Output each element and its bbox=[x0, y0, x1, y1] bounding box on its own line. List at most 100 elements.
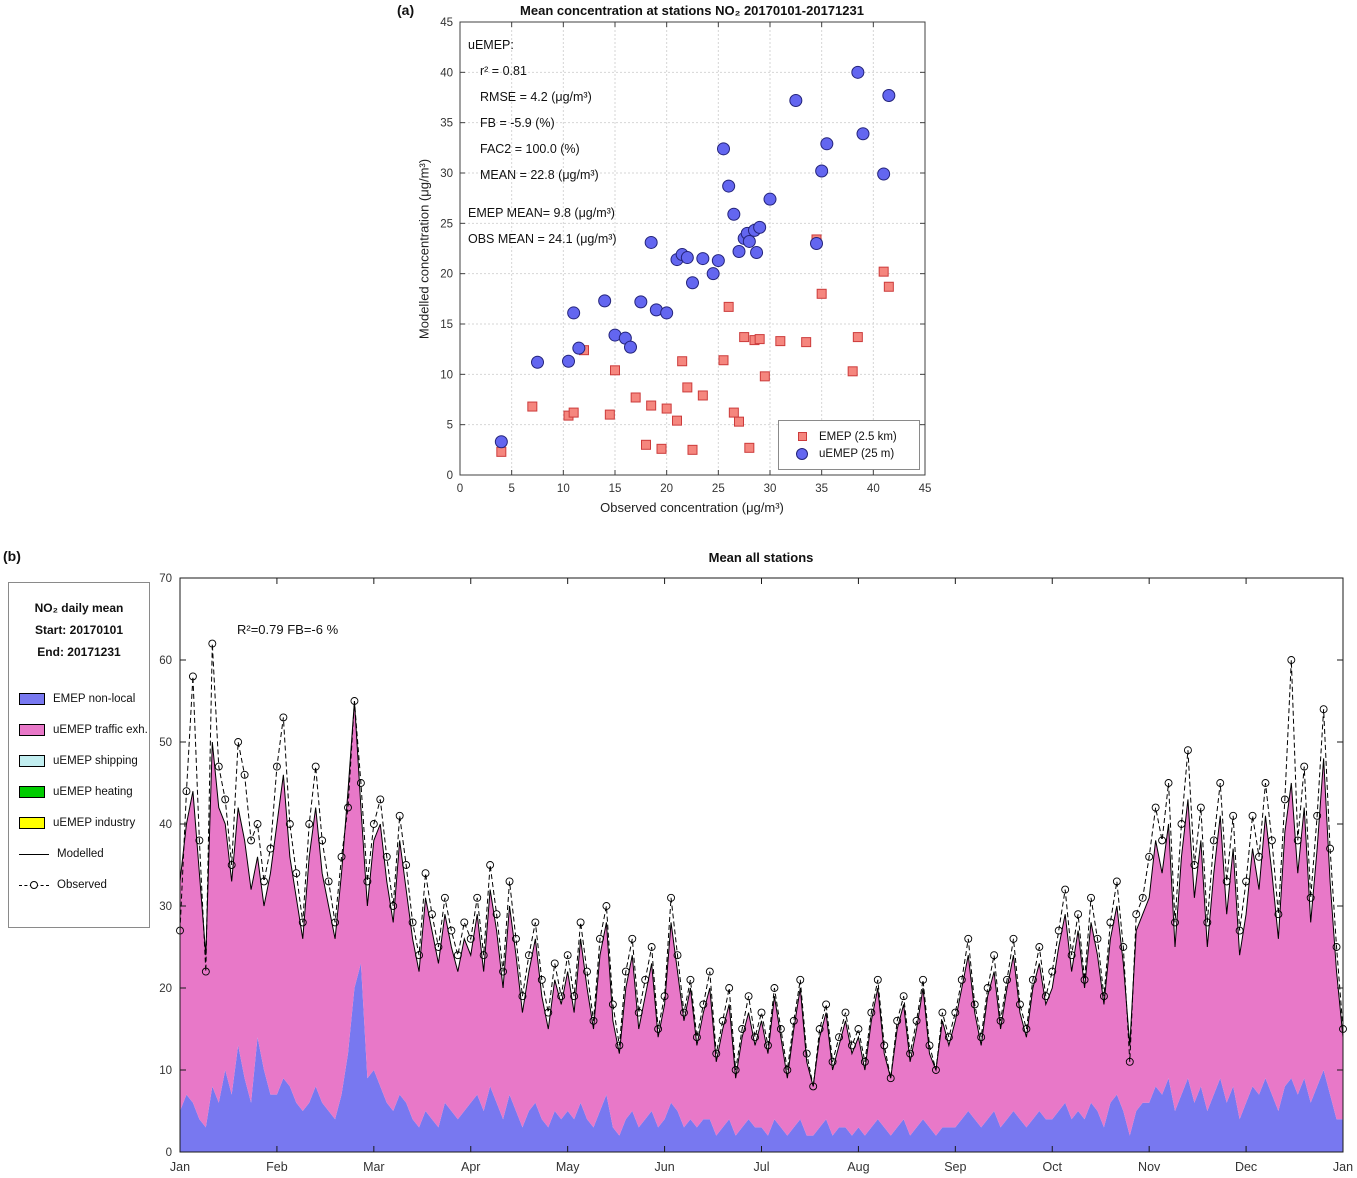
observed-point bbox=[1222, 877, 1231, 886]
observed-point bbox=[692, 1033, 701, 1042]
observed-point bbox=[531, 918, 540, 927]
observed-point bbox=[1274, 910, 1283, 919]
observed-point bbox=[492, 910, 501, 919]
observed-point bbox=[964, 934, 973, 943]
stats-line-r2: r² = 0.81 bbox=[480, 64, 527, 78]
timeseries-x-tick-label: Jan bbox=[1333, 1160, 1353, 1174]
scatter-point-emep bbox=[677, 356, 688, 367]
observed-point bbox=[977, 1033, 986, 1042]
observed-point bbox=[440, 893, 449, 902]
observed-point bbox=[789, 1016, 798, 1025]
observed-point bbox=[1061, 885, 1070, 894]
scatter-point-uemep bbox=[686, 276, 699, 290]
timeseries-x-tick-label: Sep bbox=[944, 1160, 966, 1174]
legend-box-start-date: Start: 20170101 bbox=[34, 623, 124, 637]
scatter-point-uemep bbox=[763, 192, 777, 206]
observed-point bbox=[486, 861, 495, 869]
observed-point bbox=[764, 1041, 772, 1050]
scatter-point-emep bbox=[744, 442, 755, 453]
observed-point bbox=[1190, 861, 1199, 869]
observed-point bbox=[848, 1041, 856, 1050]
observed-circle-marker bbox=[30, 880, 38, 889]
emep-square-marker bbox=[797, 432, 807, 441]
scatter-point-uemep bbox=[680, 251, 694, 265]
observed-point bbox=[1164, 779, 1173, 787]
stats-line-mean: MEAN = 22.8 (μg/m³) bbox=[480, 168, 599, 182]
scatter-point-uemep bbox=[722, 179, 736, 193]
scatter-ticks: 0 5 10 15 20 25 30 35 40 45 0 5 10 15 20 25 30 35 40 45 bbox=[440, 17, 931, 495]
scatter-point-uemep bbox=[717, 142, 730, 156]
observed-point bbox=[589, 1016, 598, 1025]
scatter-point-emep bbox=[682, 382, 693, 393]
observed-point bbox=[557, 992, 566, 1001]
timeseries-ticks: 0 10 20 30 40 50 60 70 Jan Feb Mar Apr May Jun Jul Aug S… bbox=[159, 573, 1353, 1174]
observed-point bbox=[725, 984, 734, 992]
observed-point bbox=[1196, 803, 1205, 812]
observed-point bbox=[686, 975, 695, 984]
scatter-point-uemep bbox=[572, 341, 586, 355]
observed-point bbox=[434, 943, 443, 951]
observed-point bbox=[1145, 852, 1154, 861]
observed-point bbox=[240, 770, 249, 779]
timeseries-y-tick-label: 10 bbox=[159, 1065, 172, 1077]
observed-point bbox=[544, 1008, 553, 1017]
observed-point bbox=[285, 820, 294, 828]
scatter-point-uemep bbox=[706, 267, 720, 281]
legend-item-observed: Observed bbox=[19, 879, 149, 891]
timeseries-y-tick-label: 60 bbox=[159, 655, 172, 667]
observed-point bbox=[1261, 779, 1270, 787]
legend-item-heating: uEMEP heating bbox=[19, 786, 149, 798]
scatter-point-uemep bbox=[877, 167, 891, 181]
scatter-point-uemep bbox=[750, 246, 764, 260]
scatter-point-uemep bbox=[567, 306, 581, 320]
scatter-point-uemep bbox=[810, 236, 823, 250]
legend-item-emep: EMEP (2.5 km) bbox=[785, 431, 913, 443]
observed-point bbox=[628, 934, 637, 943]
scatter-point-emep bbox=[816, 288, 827, 299]
observed-line bbox=[179, 643, 1344, 1087]
observed-point bbox=[1093, 934, 1102, 943]
uemep-circle-marker bbox=[796, 447, 808, 460]
scatter-x-tick-label: 25 bbox=[712, 483, 725, 495]
observed-point bbox=[1300, 762, 1309, 771]
observed-point bbox=[751, 1033, 759, 1042]
observed-point bbox=[1112, 877, 1121, 886]
observed-point bbox=[731, 1066, 740, 1074]
legend-label: uEMEP heating bbox=[53, 786, 133, 798]
timeseries-y-tick-label: 50 bbox=[159, 737, 172, 749]
scatter-point-uemep bbox=[660, 306, 674, 320]
scatter-point-emep bbox=[646, 400, 657, 411]
scatter-point-uemep bbox=[789, 94, 803, 108]
scatter-x-tick-label: 20 bbox=[660, 483, 673, 495]
observed-point bbox=[680, 1008, 688, 1017]
observed-point bbox=[369, 820, 378, 828]
legend-item-industry: uEMEP industry bbox=[19, 817, 149, 829]
observed-point bbox=[925, 1041, 934, 1050]
observed-point bbox=[1015, 1000, 1024, 1009]
observed-point bbox=[1332, 943, 1341, 951]
scatter-point-uemep bbox=[742, 234, 756, 248]
scatter-point-emep bbox=[801, 337, 812, 348]
observed-point bbox=[524, 951, 533, 960]
observed-point bbox=[1151, 803, 1160, 812]
scatter-title: Mean concentration at stations NO₂ 20170… bbox=[520, 3, 864, 18]
legend-label: Modelled bbox=[57, 848, 104, 860]
scatter-point-uemep bbox=[732, 245, 746, 259]
scatter-x-tick-label: 10 bbox=[557, 483, 570, 495]
observed-point bbox=[951, 1008, 960, 1017]
timeseries-x-tick-label: Jan bbox=[170, 1160, 190, 1174]
observed-point bbox=[990, 951, 999, 960]
timeseries-x-tick-label: May bbox=[556, 1160, 580, 1174]
scatter-y-tick-label: 0 bbox=[447, 470, 453, 482]
observed-point bbox=[550, 959, 559, 968]
observed-point bbox=[499, 967, 508, 976]
observed-point bbox=[602, 902, 611, 910]
observed-point bbox=[1267, 836, 1276, 845]
observed-point bbox=[298, 918, 307, 927]
stats-line-obs-mean: OBS MEAN = 24.1 (μg/m³) bbox=[468, 232, 617, 246]
scatter-point-uemep bbox=[624, 340, 637, 354]
observed-point bbox=[783, 1066, 792, 1074]
scatter-x-tick-label: 5 bbox=[508, 483, 514, 495]
observed-point bbox=[1048, 967, 1057, 976]
observed-point bbox=[1287, 656, 1296, 664]
